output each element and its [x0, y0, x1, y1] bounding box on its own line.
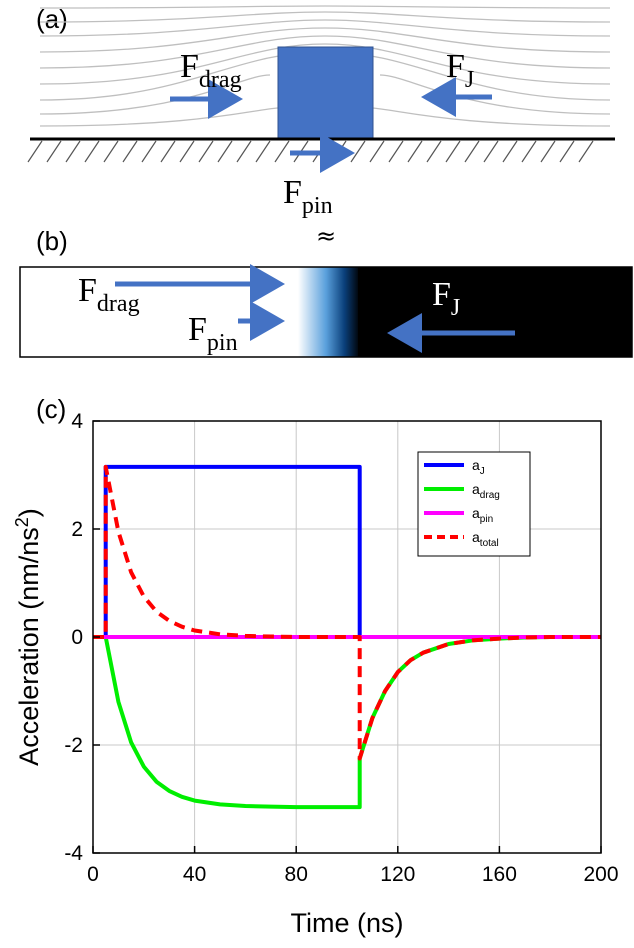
panel-b-label: (b)	[36, 226, 68, 256]
panel-b-diagram	[19, 264, 633, 358]
y-tick-label: 2	[71, 518, 83, 541]
x-tick-label: 40	[183, 863, 206, 886]
hatch-line	[27, 140, 43, 163]
panel-a-f-j-label: FJ	[446, 48, 475, 93]
hatch-line	[217, 140, 233, 163]
panel-a-label: (a)	[36, 4, 68, 34]
legend-label-a_j: aJ	[472, 457, 485, 477]
x-tick-label: 200	[583, 863, 618, 886]
chart-series	[93, 464, 601, 810]
hatch-line	[578, 140, 594, 163]
hatch-line	[103, 140, 119, 163]
hatch-line	[502, 140, 518, 163]
legend-label-a_pin: apin	[472, 505, 493, 525]
hatch-line	[407, 140, 423, 163]
hatch-line	[426, 140, 442, 163]
y-tick-label: 4	[71, 410, 83, 433]
legend-label-a_drag: adrag	[472, 481, 500, 501]
panel-b-f-pin-label: Fpin	[188, 311, 238, 356]
series-line-a_total	[93, 464, 601, 761]
hatch-line	[274, 140, 290, 163]
hatch-line	[160, 140, 176, 163]
x-axis-title: Time (ns)	[291, 908, 404, 938]
hatch-line	[559, 140, 575, 163]
panel-b-f-j-label: FJ	[432, 276, 461, 321]
x-tick-label: 160	[482, 863, 517, 886]
hatch-line	[464, 140, 480, 163]
x-tick-label: 80	[285, 863, 308, 886]
panel-a-f-pin-label: Fpin	[283, 174, 333, 219]
hatch-line	[198, 140, 214, 163]
hatch-line	[46, 140, 62, 163]
series-line-a_drag	[93, 635, 601, 810]
hatch-line	[84, 140, 100, 163]
hatch-line	[540, 140, 556, 163]
panel-a-f-drag-label: Fdrag	[180, 48, 242, 93]
approximately-equal-symbol: ≈	[316, 222, 337, 250]
strip-border	[19, 266, 633, 358]
legend-box	[417, 451, 531, 557]
panel-a-diagram	[27, 5, 615, 173]
chart-legend: aJ adrag apin atotal	[417, 451, 531, 557]
obstacle-block	[277, 46, 374, 140]
panel-b-f-drag-label: Fdrag	[78, 272, 140, 317]
hatch-line	[122, 140, 138, 163]
legend-label-a_total: atotal	[472, 529, 499, 549]
hatch-line	[445, 140, 461, 163]
x-tick-label: 120	[380, 863, 415, 886]
panel-c-label: (c)	[36, 394, 67, 424]
hatch-line	[388, 140, 404, 163]
y-tick-label: 0	[71, 626, 83, 649]
y-tick-label: -4	[64, 842, 83, 865]
x-tick-label: 0	[87, 863, 99, 886]
hatch-line	[179, 140, 195, 163]
y-tick-label: -2	[64, 734, 83, 757]
domain-wall-gradient	[298, 267, 360, 357]
chart-ticks: 0 40 80 120 160 200 -4 -2 0 2 4	[64, 410, 618, 886]
y-axis-title: Acceleration (nm/ns2)	[12, 508, 44, 766]
hatch-line	[255, 140, 271, 163]
hatch-line	[141, 140, 157, 163]
hatch-line	[369, 140, 385, 163]
hatch-line	[521, 140, 537, 163]
hatch-line	[65, 140, 81, 163]
hatch-line	[236, 140, 252, 163]
hatch-line	[483, 140, 499, 163]
surface-hatching	[27, 140, 594, 163]
